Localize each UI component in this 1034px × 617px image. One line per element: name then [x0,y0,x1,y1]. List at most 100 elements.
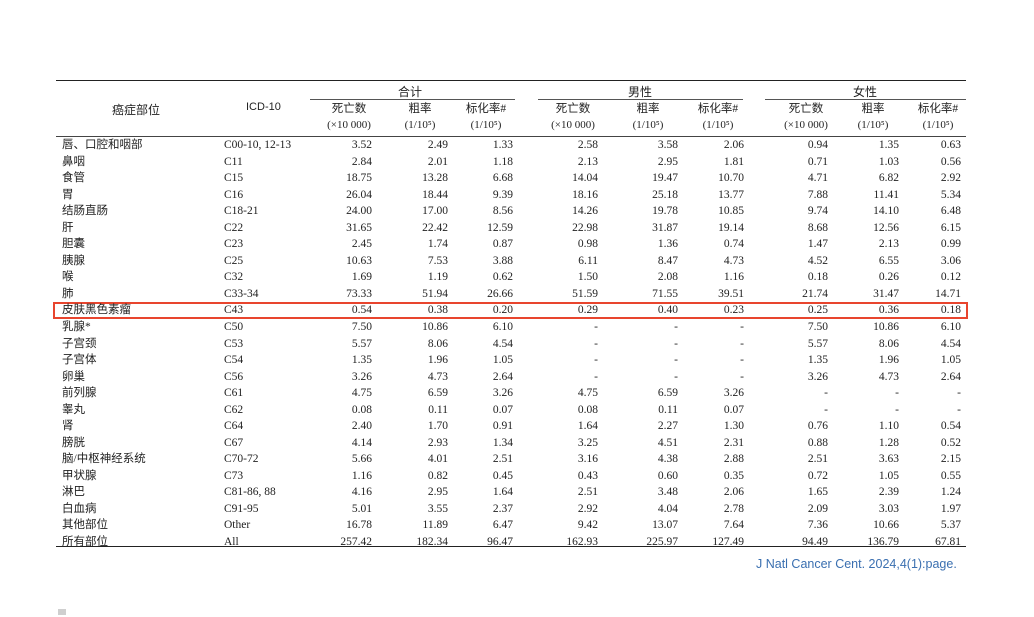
cell-site: 前列腺 [62,387,97,399]
cell-value: 0.36 [878,304,899,316]
cell-value: - [740,354,744,366]
cell-value: 6.47 [492,519,513,531]
cell-value: 0.88 [807,436,828,449]
sub-header-line2: (1/10⁵) [922,119,954,131]
cell-value: 2.13 [878,238,899,250]
cell-icd: C16 [224,188,244,201]
cell-value: 24.00 [346,205,372,217]
cell-value: 9.42 [577,519,598,531]
cell-value: 7.36 [807,519,828,531]
cell-site: 子宫颈 [62,337,97,350]
cell-value: 1.35 [878,139,899,151]
cell-value: 3.25 [577,436,598,449]
cell-site: 胰腺 [62,254,85,267]
cell-value: 1.69 [351,271,372,283]
group-header-male: 男性 [627,85,652,99]
cell-value: - [740,370,744,383]
cell-value: 1.64 [577,420,598,432]
cell-value: - [740,337,744,350]
cell-value: 18.16 [572,188,598,201]
cell-value: 1.35 [807,354,828,366]
cell-value: - [895,403,899,416]
cell-value: 9.74 [807,205,828,217]
cell-value: 0.91 [492,420,513,432]
cell-value: - [957,403,961,416]
cell-value: 0.63 [940,139,961,151]
sub-header-line2: (1/10⁵) [470,119,502,131]
cell-value: 0.62 [492,271,513,283]
cell-site: 鼻咽 [62,155,85,168]
cell-value: 0.25 [807,304,828,316]
cell-site: 肺 [62,287,74,300]
cell-value: 0.94 [807,139,828,151]
cell-site: 皮肤黑色素瘤 [62,304,131,316]
cell-site: 白血病 [62,502,97,515]
cell-site: 子宫体 [62,354,97,366]
cell-value: 6.11 [578,254,598,267]
cell-icd: C67 [224,436,244,449]
sub-header-line1: 死亡数 [331,103,367,115]
cell-value: 96.47 [487,535,513,548]
cell-value: 2.06 [723,486,744,498]
cell-value: 1.05 [492,354,513,366]
cell-value: 11.89 [422,519,448,531]
cell-site: 胃 [62,188,74,201]
sub-header-line1: 粗率 [861,103,885,115]
cell-value: 4.75 [577,387,598,399]
cell-value: 13.77 [718,188,744,201]
cell-value: 5.57 [807,337,828,350]
cell-value: 10.86 [422,321,448,333]
cell-value: 162.93 [566,535,598,548]
cell-value: 0.11 [658,403,678,416]
cell-value: 6.68 [492,172,513,184]
cell-value: 11.41 [873,188,899,201]
cell-value: 3.55 [427,502,448,515]
cell-value: 0.23 [723,304,744,316]
cell-icd: C00-10, 12-13 [224,139,292,151]
cell-value: 2.49 [427,139,448,151]
cell-value: - [674,337,678,350]
cell-value: 4.38 [657,453,678,465]
cell-site: 肾 [62,420,74,432]
cell-value: - [674,321,678,333]
cell-value: 0.76 [807,420,828,432]
cell-value: 3.63 [878,453,899,465]
cell-value: 1.74 [427,238,448,250]
cell-value: 26.66 [487,287,513,300]
sub-header-line1: 粗率 [636,103,660,115]
cell-site: 卵巢 [62,370,85,383]
cell-value: 19.14 [718,221,744,234]
cell-value: 4.71 [807,172,828,184]
cell-value: 2.64 [940,370,961,383]
cell-value: 31.65 [346,221,372,234]
cell-value: 19.47 [652,172,678,184]
group-header-total: 合计 [397,85,422,99]
cell-value: 5.57 [351,337,372,350]
cell-icd: C23 [224,238,244,250]
cell-value: 10.66 [873,519,899,531]
table-top-rule [56,80,966,81]
cell-icd: C53 [224,337,244,350]
cell-value: 0.72 [807,469,828,482]
cell-value: 2.13 [577,155,598,168]
cell-icd: C61 [224,387,244,399]
cell-value: 51.94 [422,287,448,300]
cell-value: 0.52 [940,436,961,449]
cell-value: 4.14 [351,436,372,449]
cell-icd: C33-34 [224,287,259,300]
cell-value: 1.36 [657,238,678,250]
cell-value: 6.55 [878,254,899,267]
cell-site: 唇、口腔和咽部 [62,139,143,151]
cell-value: 3.06 [940,254,961,267]
cell-value: - [824,387,828,399]
cell-value: 8.06 [427,337,448,350]
cell-value: 1.47 [807,238,828,250]
cell-value: 13.28 [422,172,448,184]
cell-value: 2.88 [723,453,744,465]
cell-icd: C11 [224,155,243,168]
cell-value: - [740,321,744,333]
cell-value: 2.78 [723,502,744,515]
cell-value: 4.75 [351,387,372,399]
cell-site: 睾丸 [62,403,85,416]
cell-value: 1.16 [351,469,372,482]
